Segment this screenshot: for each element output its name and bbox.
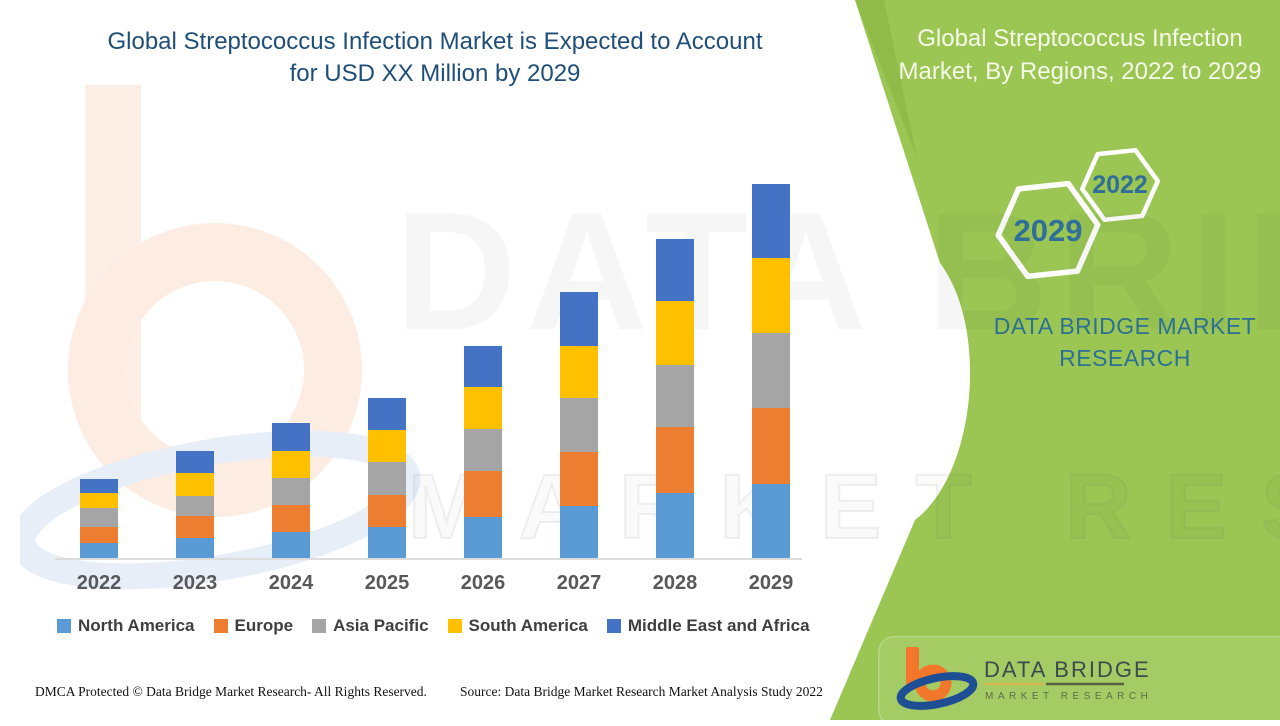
segment-2025-north-america [368,527,406,559]
legend-item-south-america: South America [447,616,588,636]
segment-2026-europe [464,471,502,517]
segment-2029-asia-pacific [752,333,790,408]
brand-text: DATA BRIDGE MARKET RESEARCH [985,310,1265,374]
logo-name-text: DATA BRIDGE [984,657,1151,682]
segment-2029-europe [752,408,790,484]
segment-2028-south-america [656,301,694,365]
hexagon-2022-label: 2022 [1092,171,1148,199]
bar-2027 [560,292,598,559]
segment-2027-south-america [560,346,598,398]
segment-2022-asia-pacific [80,508,118,527]
segment-2022-north-america [80,543,118,559]
databridge-logo: DATA BRIDGE MARKET RESEARCH [896,647,1152,710]
legend-item-asia-pacific: Asia Pacific [312,616,429,636]
segment-2023-europe [176,516,214,538]
segment-2026-north-america [464,517,502,559]
bar-2022 [80,479,118,559]
segment-2023-north-america [176,538,214,559]
segment-2026-asia-pacific [464,429,502,471]
logo-tagline-text: MARKET RESEARCH [985,691,1152,702]
segment-2022-europe [80,527,118,543]
legend-label: Asia Pacific [333,616,429,635]
segment-2024-europe [272,505,310,532]
logo-swoosh [896,672,978,710]
green-accent-triangle [855,0,917,158]
segment-2023-asia-pacific [176,496,214,516]
segment-2022-south-america [80,493,118,508]
legend-swatch-icon [213,619,228,633]
segment-2024-south-america [272,451,310,478]
panel-title: Global Streptococcus Infection Market, B… [888,22,1272,88]
segment-2027-middle-east-and-africa [560,292,598,346]
segment-2024-asia-pacific [272,478,310,505]
bar-2023 [176,451,214,559]
x-tick-2026: 2026 [460,572,506,594]
x-tick-2024: 2024 [268,572,314,594]
legend-swatch-icon [312,619,327,633]
chart-main-title-line2: for USD XX Million by 2029 [289,60,581,87]
stacked-bar-plot [55,169,800,559]
legend-swatch-icon [57,619,71,633]
segment-2025-europe [368,495,406,527]
chart-main-title: Global Streptococcus Infection Market is… [65,26,805,90]
x-tick-2027: 2027 [556,572,602,594]
hexagon-2029 [995,180,1101,280]
panel-title-line2: Market, By Regions, 2022 to 2029 [898,58,1262,85]
segment-2027-north-america [560,506,598,559]
segment-2027-europe [560,452,598,506]
segment-2028-middle-east-and-africa [656,239,694,301]
segment-2029-south-america [752,258,790,333]
x-axis-ticks: 2022 2023 2024 2025 2026 2027 2028 2029 [55,572,800,600]
segment-2024-north-america [272,532,310,559]
hexagon-2022 [1079,147,1161,223]
segment-2022-middle-east-and-africa [80,479,118,493]
segment-2025-middle-east-and-africa [368,398,406,430]
x-tick-2025: 2025 [364,572,410,594]
legend-item-north-america: North America [57,616,195,636]
legend-item-europe: Europe [213,616,294,636]
segment-2028-north-america [656,493,694,559]
footer-dmca-text: DMCA Protected © Data Bridge Market Rese… [35,684,427,699]
bar-2026 [464,346,502,559]
panel-title-line1: Global Streptococcus Infection [917,25,1243,52]
legend-label: North America [78,616,195,635]
x-axis-line [55,558,802,560]
segment-2025-asia-pacific [368,462,406,495]
legend-swatch-icon [606,619,621,633]
x-tick-2029: 2029 [748,572,794,594]
legend-item-middle-east-and-africa: Middle East and Africa [606,616,810,636]
segment-2029-middle-east-and-africa [752,184,790,258]
brand-text-line1: DATA BRIDGE MARKET [993,313,1257,339]
hexagon-2029-label: 2029 [1013,213,1083,248]
segment-2027-asia-pacific [560,398,598,452]
x-tick-2023: 2023 [172,572,218,594]
bar-2029 [752,184,790,559]
x-tick-2028: 2028 [652,572,698,594]
segment-2026-south-america [464,387,502,429]
segment-2025-south-america [368,430,406,462]
chart-main-title-line1: Global Streptococcus Infection Market is… [107,28,763,55]
chart-legend: North America Europe Asia Pacific South Ame… [57,616,810,636]
logo-card: DATA BRIDGE MARKET RESEARCH [878,636,1280,726]
segment-2024-middle-east-and-africa [272,423,310,451]
segment-2028-asia-pacific [656,365,694,427]
legend-swatch-icon [447,619,462,633]
bar-2024 [272,423,310,559]
segment-2023-middle-east-and-africa [176,451,214,473]
x-tick-2022: 2022 [76,572,122,594]
footer-source-text: Source: Data Bridge Market Research Mark… [460,684,823,699]
segment-2023-south-america [176,473,214,496]
brand-text-line2: RESEARCH [1059,345,1191,371]
bar-2025 [368,398,406,559]
bar-2028 [656,239,694,559]
legend-label: Europe [234,616,294,635]
segment-2026-middle-east-and-africa [464,346,502,387]
segment-2029-north-america [752,484,790,559]
legend-label: Middle East and Africa [627,616,810,635]
green-panel-shape [830,0,1280,720]
legend-label: South America [468,616,588,635]
segment-2028-europe [656,427,694,493]
